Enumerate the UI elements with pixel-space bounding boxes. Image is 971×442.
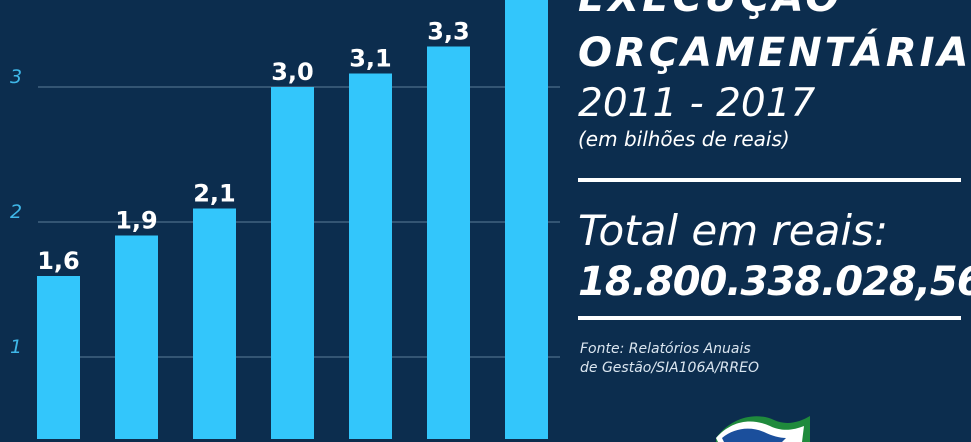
- bar: [37, 276, 80, 439]
- source-note: Fonte: Relatórios Anuais de Gestão/SIA10…: [580, 340, 759, 378]
- source-line-2: de Gestão/SIA106A/RREO: [580, 359, 759, 376]
- y-tick-label: 1: [10, 336, 22, 358]
- bar-value-label: 3,3: [427, 18, 470, 46]
- state-flag-logo: [716, 416, 810, 442]
- divider: [578, 316, 961, 320]
- bar: [505, 0, 548, 439]
- y-tick-label: 2: [10, 201, 22, 223]
- title-line-2: ORÇAMENTÁRIA: [578, 30, 971, 76]
- total-value: 18.800.338.028,56: [578, 259, 971, 305]
- bar-value-label: 1,6: [37, 247, 80, 275]
- bar-value-label: 1,9: [115, 207, 158, 235]
- title-line-1: EXECUÇÃO: [578, 0, 842, 18]
- y-tick-label: 3: [10, 66, 22, 88]
- unit-label: (em bilhões de reais): [578, 127, 790, 151]
- total-label: Total em reais:: [578, 206, 889, 255]
- info-panel: EXECUÇÃO ORÇAMENTÁRIA 2011 - 2017 (em bi…: [578, 0, 971, 439]
- bar: [271, 87, 314, 439]
- bar-value-label: 3,0: [271, 58, 314, 86]
- bar: [349, 73, 392, 439]
- period-label: 2011 - 2017: [578, 81, 816, 126]
- source-line-1: Fonte: Relatórios Anuais: [580, 341, 751, 357]
- bar-value-label: 2,1: [193, 180, 236, 208]
- divider: [578, 178, 961, 182]
- bar-value-label: 3,1: [349, 45, 392, 73]
- bar: [193, 208, 236, 439]
- bar: [427, 46, 470, 439]
- bar: [115, 235, 158, 439]
- bar-chart: 1 2 3 1,6 1,9 2,1 3,0 3,1 3,3: [10, 0, 560, 439]
